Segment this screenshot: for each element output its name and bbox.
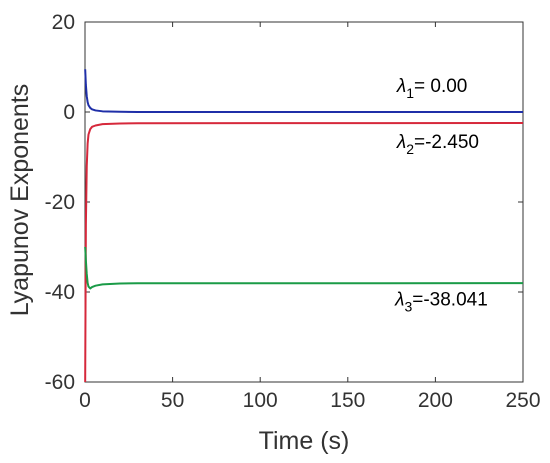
lambda-value: = 0.00 [414,76,467,97]
y-tick-label: -20 [45,191,75,214]
lambda-subscript: 3 [404,299,412,315]
series-line-1 [84,69,523,113]
lambda-subscript: 2 [406,141,414,157]
y-axis-label: Lyapunov Exponents [6,84,34,317]
lyapunov-annotation-1: λ1= 0.00 [396,76,468,101]
lyapunov-annotation-3: λ3=-38.041 [394,290,488,315]
y-tick-label: 20 [52,11,75,34]
lambda-value: =-38.041 [412,290,488,311]
y-tick-label: 0 [63,101,75,124]
x-tick-label: 200 [418,389,453,412]
series-line-3 [84,246,524,290]
lambda-subscript: 1 [406,85,414,101]
x-tick-label: 150 [330,389,365,412]
x-axis-label: Time (s) [259,427,350,455]
y-tick-label: -60 [45,371,75,394]
lyapunov-annotation-2: λ2=-2.450 [396,132,479,157]
x-tick-label: 250 [505,389,540,412]
lambda-symbol: λ [396,132,406,153]
x-tick-label: 0 [79,389,91,412]
series-line-2 [84,122,524,383]
lambda-value: =-2.450 [414,132,479,153]
lambda-symbol: λ [394,290,404,311]
lambda-symbol: λ [396,76,406,97]
x-tick-label: 50 [161,389,184,412]
x-tick-label: 100 [243,389,278,412]
y-tick-label: -40 [45,281,75,304]
